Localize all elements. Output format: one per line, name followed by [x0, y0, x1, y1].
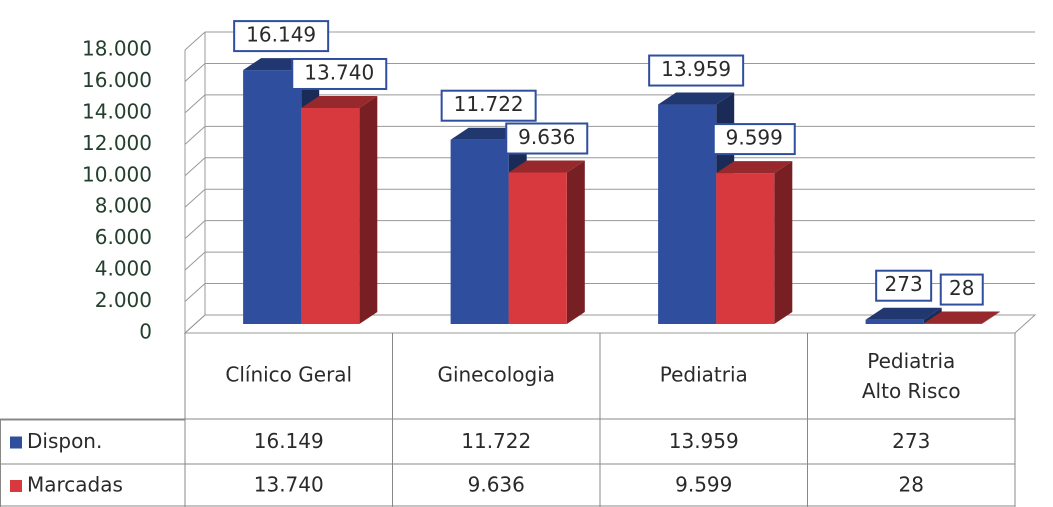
bar-side: [981, 311, 1000, 324]
value-label: 11.722: [454, 92, 524, 116]
bar-side: [774, 161, 793, 324]
side-grid-line: [184, 63, 206, 82]
value-label: 28: [949, 276, 974, 300]
table-value: 11.722: [461, 429, 531, 453]
value-label-box: [291, 57, 388, 90]
legend-label: Marcadas: [27, 473, 123, 497]
side-grid-line: [184, 314, 206, 334]
side-grid-line: [184, 94, 206, 114]
x-category-label: Pediatria Alto Risco: [862, 349, 961, 403]
label-line: Alto Risco: [862, 379, 961, 403]
table-value: 9.599: [675, 473, 732, 497]
value-label: 13.959: [661, 57, 731, 81]
table-value: 13.740: [254, 473, 324, 497]
value-label-box: [648, 54, 745, 87]
x-category-label: Pediatria: [660, 363, 748, 387]
y-tick-label: 0: [139, 320, 152, 344]
bar: [923, 311, 1000, 324]
table-value: 9.636: [468, 473, 525, 497]
bar-top: [716, 161, 793, 174]
table-value: 16.149: [254, 429, 324, 453]
y-tick-label: 18.000: [82, 37, 152, 61]
value-label: 9.636: [518, 125, 575, 149]
bar-top: [301, 95, 378, 108]
side-grid-line: [184, 31, 206, 51]
bar-front: [865, 319, 924, 324]
legend-key: [10, 436, 22, 449]
value-label-box: [440, 89, 537, 122]
table-value: 273: [892, 429, 930, 453]
bar-front: [243, 70, 302, 324]
bar-front: [450, 139, 509, 324]
bar: [301, 95, 378, 324]
side-grid-line: [184, 157, 206, 177]
y-tick-label: 8.000: [95, 194, 152, 218]
value-label-box: [233, 20, 330, 53]
table-value: 28: [899, 473, 924, 497]
value-label: 13.740: [304, 60, 374, 84]
bar-top: [865, 307, 942, 320]
y-tick-label: 16.000: [82, 68, 152, 92]
legend-key: [10, 480, 22, 492]
value-label-box: [939, 273, 984, 306]
table-value: 13.959: [669, 429, 739, 453]
value-label-box: [712, 123, 796, 156]
bar-side: [566, 160, 585, 324]
bar-top: [508, 160, 585, 173]
side-grid-line: [184, 220, 206, 240]
bar-front: [301, 107, 360, 324]
bar-side: [923, 307, 942, 324]
side-grid-line: [184, 188, 206, 208]
side-grid-line: [184, 125, 206, 145]
value-label: 16.149: [246, 23, 316, 47]
bar: [865, 307, 942, 324]
value-label-box: [505, 122, 589, 155]
label-line: Pediatria: [867, 349, 955, 373]
x-category-label: Clínico Geral: [225, 363, 352, 387]
y-tick-label: 12.000: [82, 131, 152, 155]
bar-front: [658, 104, 717, 324]
bar: [508, 160, 585, 324]
bar-top: [923, 311, 1000, 324]
y-tick-label: 14.000: [82, 99, 152, 123]
bar-side: [359, 95, 378, 324]
side-grid-line: [184, 283, 206, 302]
y-tick-label: 10.000: [82, 162, 152, 186]
bar-front: [716, 173, 775, 324]
legend-label: Dispon.: [27, 429, 102, 453]
bar: [716, 161, 793, 324]
x-category-label: Ginecologia: [437, 363, 555, 387]
y-tick-label: 4.000: [95, 257, 152, 281]
bar-top: [658, 92, 735, 105]
value-label-box: [875, 269, 933, 302]
y-tick-label: 6.000: [95, 225, 152, 249]
bar-front: [508, 172, 567, 324]
side-grid-line: [184, 251, 206, 271]
value-label: 273: [885, 272, 923, 296]
value-label: 9.599: [726, 126, 783, 150]
y-tick-label: 2.000: [95, 288, 152, 312]
